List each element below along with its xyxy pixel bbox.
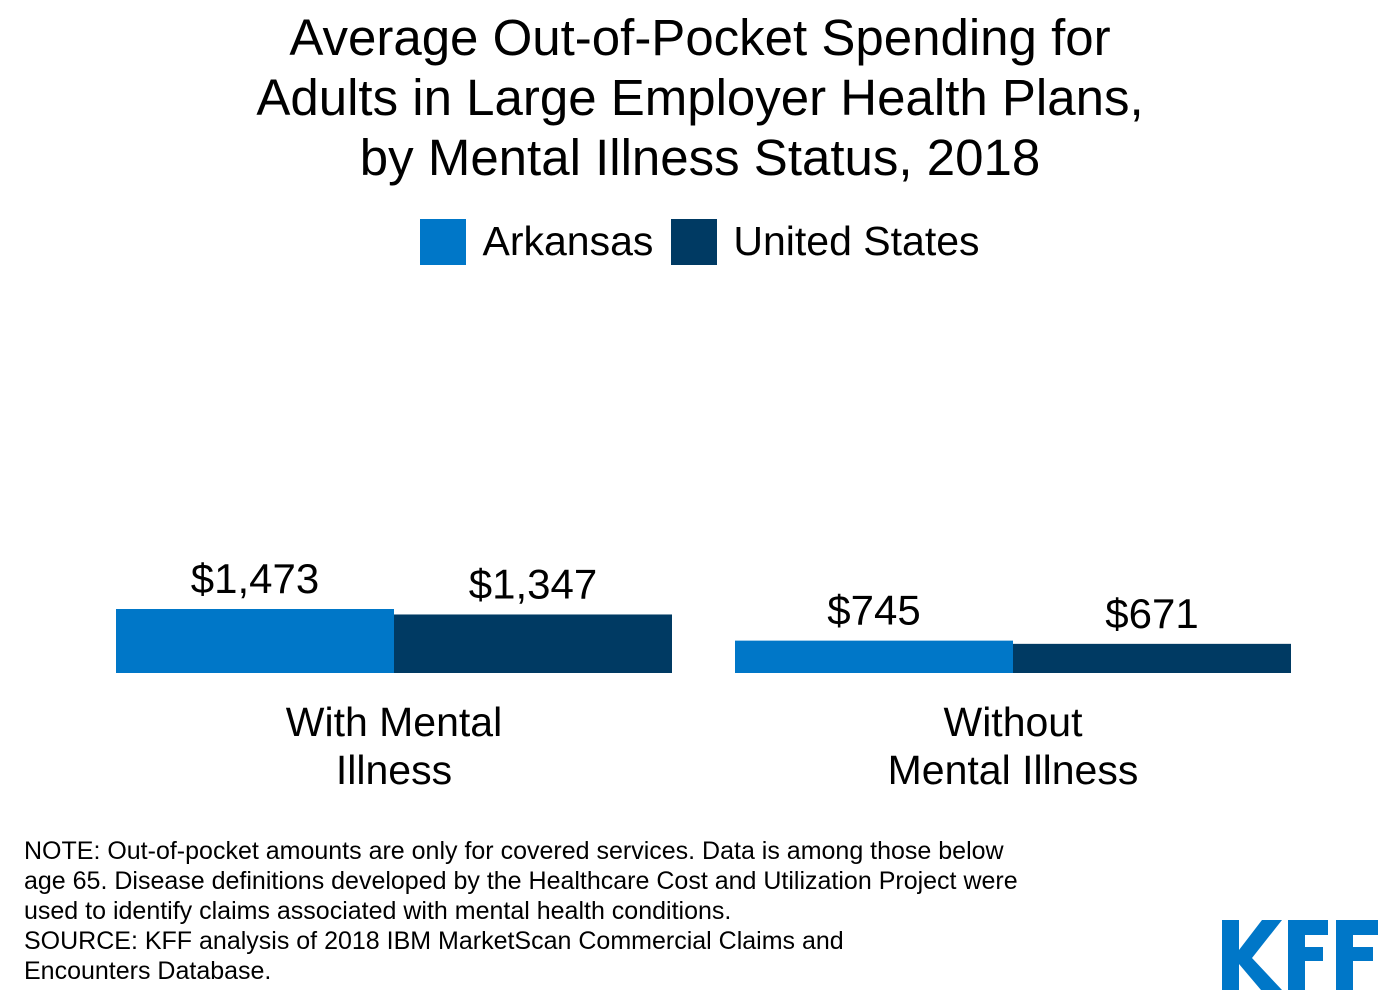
- data-label-arkansas-1: $1,473: [191, 555, 319, 602]
- category-label-2-line-2: Mental Illness: [888, 747, 1139, 793]
- chart-title: Average Out-of-Pocket Spending for Adult…: [0, 8, 1400, 188]
- source-line-1: SOURCE: KFF analysis of 2018 IBM MarketS…: [24, 927, 844, 955]
- category-label-1-line-2: Illness: [336, 747, 452, 793]
- kff-logo-mark: [1222, 920, 1378, 990]
- legend-item-arkansas: Arkansas: [420, 218, 653, 265]
- kff-logo: [1222, 920, 1378, 990]
- bar-arkansas-1: [116, 609, 394, 673]
- category-label-1-line-1: With Mental: [286, 699, 502, 745]
- note-line-2: age 65. Disease definitions developed by…: [24, 867, 1018, 895]
- chart-legend: Arkansas United States: [0, 218, 1400, 265]
- legend-label-united-states: United States: [733, 218, 980, 264]
- data-label-arkansas-2: $745: [827, 587, 920, 634]
- category-label-2-line-1: Without: [944, 699, 1084, 745]
- note-line-1: NOTE: Out-of-pocket amounts are only for…: [24, 837, 1004, 865]
- note-line-3: used to identify claims associated with …: [24, 897, 732, 925]
- title-line-1: Average Out-of-Pocket Spending for: [289, 9, 1111, 66]
- data-label-united-states-2: $671: [1105, 590, 1198, 637]
- title-line-2: Adults in Large Employer Health Plans,: [256, 69, 1144, 126]
- data-label-united-states-1: $1,347: [469, 560, 597, 607]
- legend-label-arkansas: Arkansas: [482, 218, 654, 264]
- legend-swatch-arkansas: [420, 218, 467, 265]
- bar-arkansas-2: [735, 640, 1013, 673]
- legend-swatch-united-states: [671, 218, 718, 265]
- chart-note: NOTE: Out-of-pocket amounts are only for…: [24, 836, 1018, 986]
- bar-united-states-2: [1013, 643, 1291, 673]
- legend-item-united-states: United States: [671, 218, 980, 265]
- source-line-2: Encounters Database.: [24, 957, 272, 985]
- bar-united-states-1: [394, 614, 672, 673]
- title-line-3: by Mental Illness Status, 2018: [359, 129, 1041, 186]
